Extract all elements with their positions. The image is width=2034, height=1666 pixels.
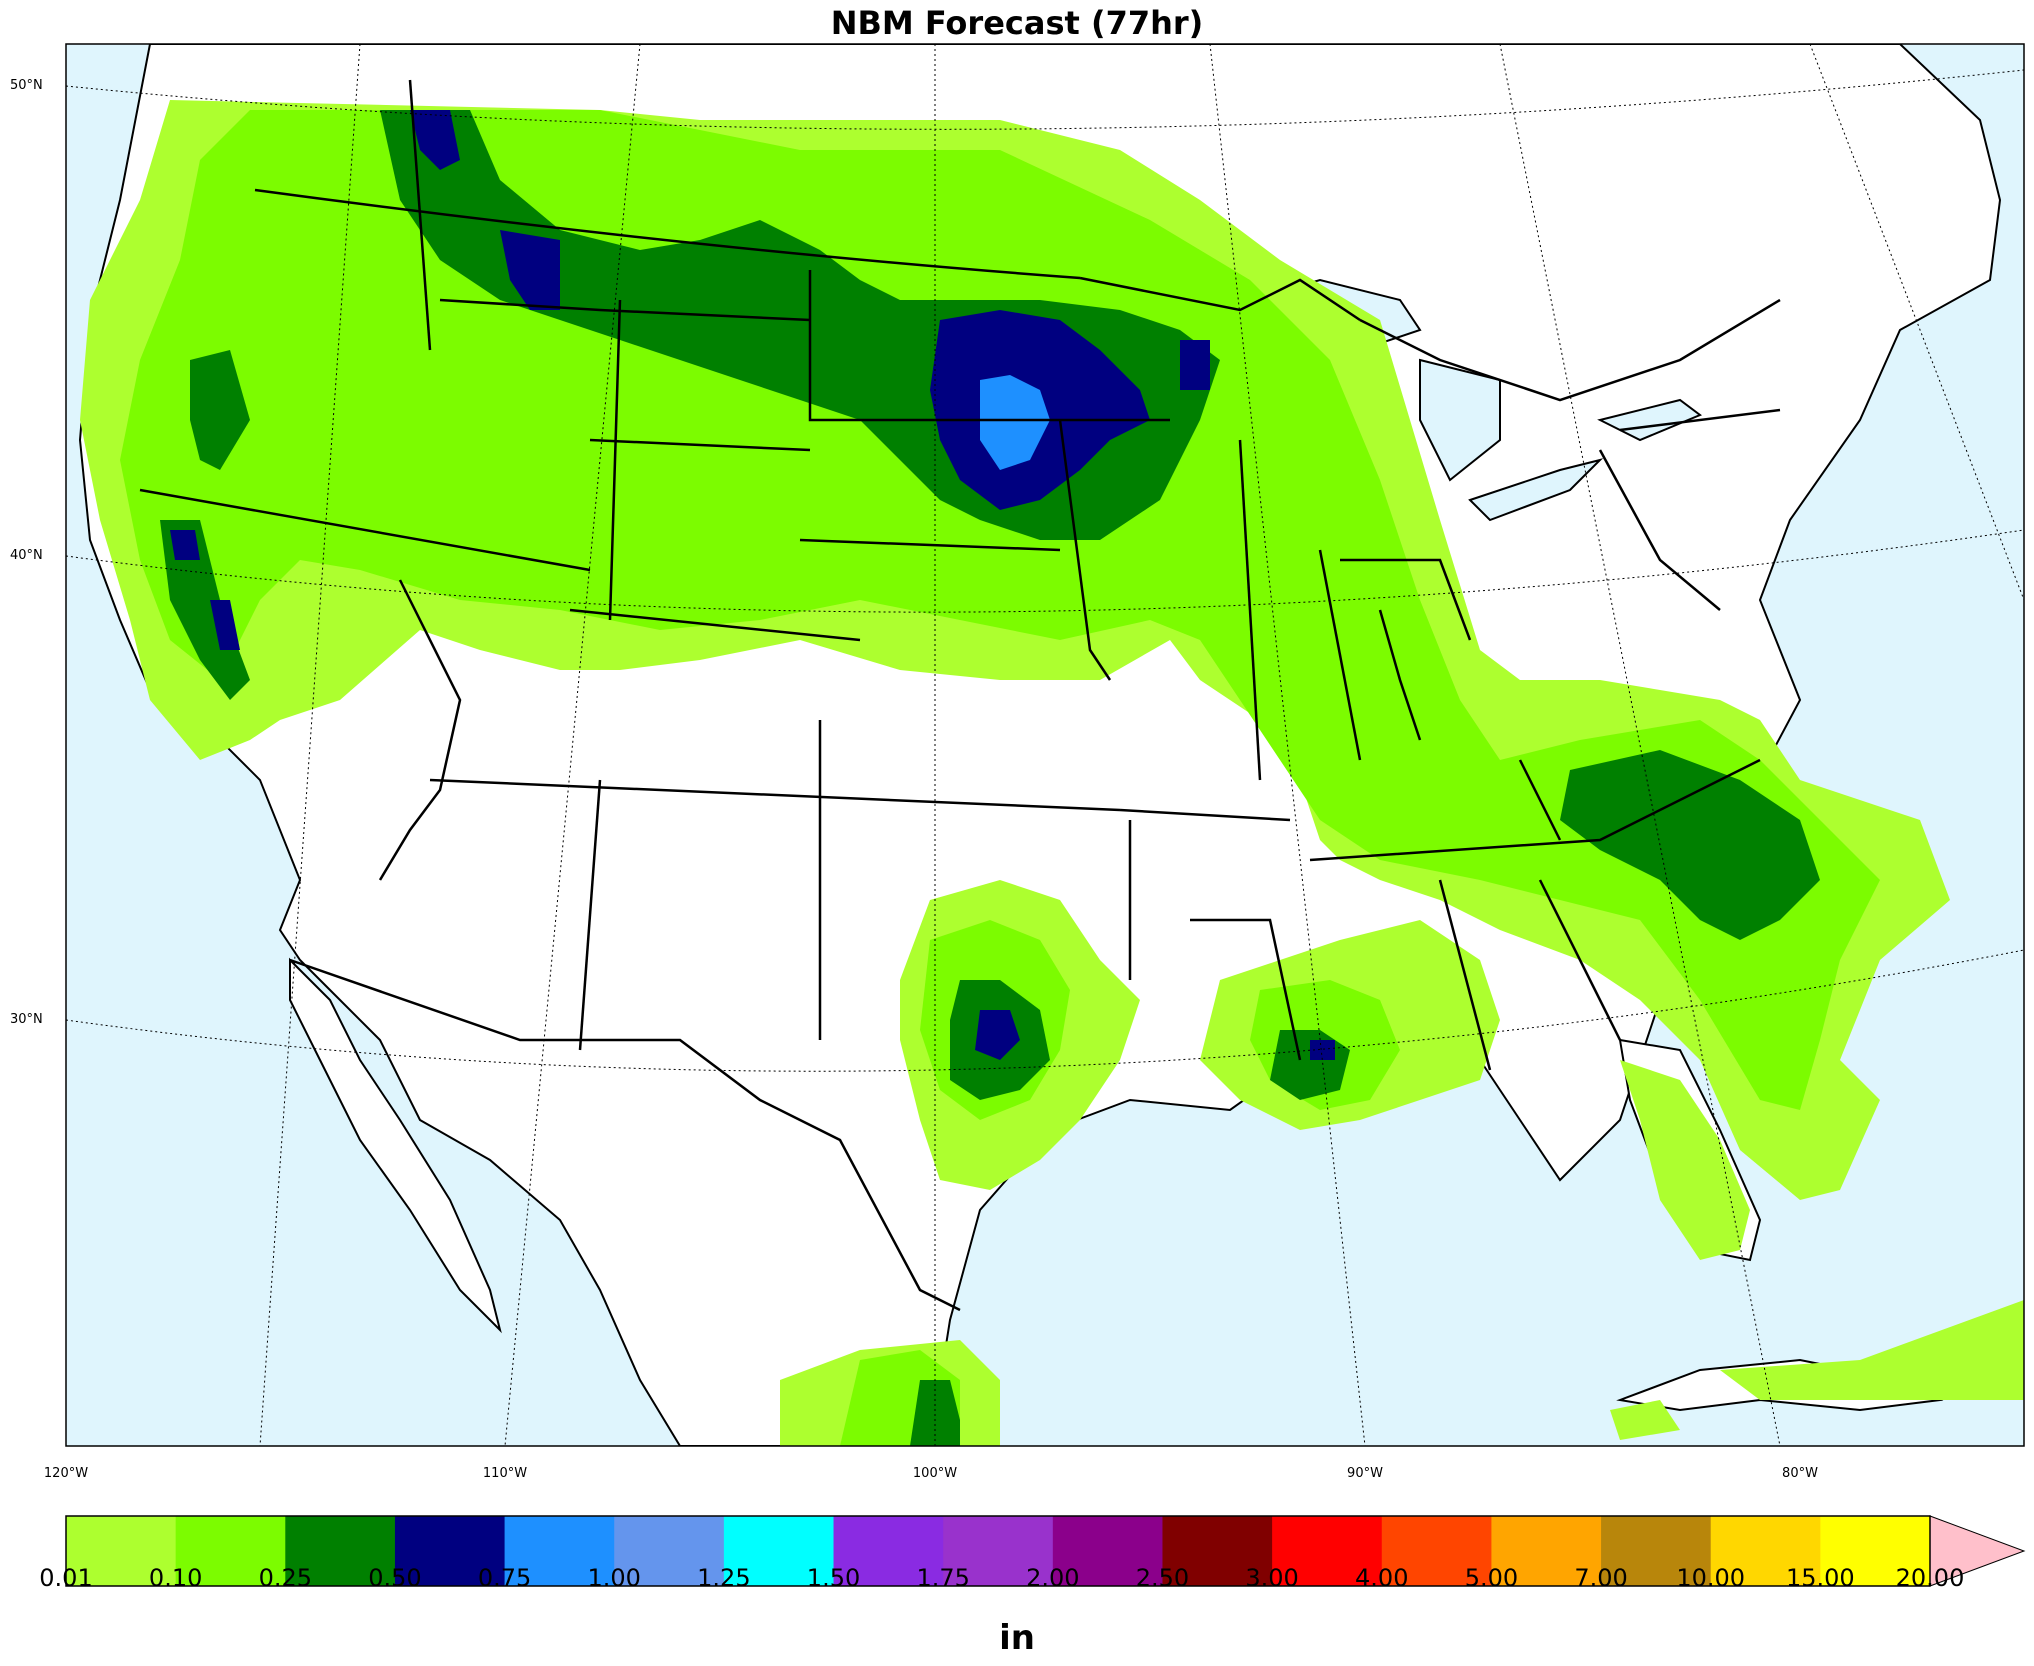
lon-label: 120°W [43,1466,89,1481]
colorbar-tick-label: 20.00 [1895,1564,1965,1592]
colorbar-tick-label: 1.00 [587,1564,641,1592]
colorbar-tick-label: 0.25 [258,1564,312,1592]
colorbar-bin [66,1516,177,1586]
colorbar-tick-label: 3.00 [1245,1564,1299,1592]
lat-label: 40°N [10,548,43,563]
colorbar-tick-label: 7.00 [1574,1564,1628,1592]
map-frame [65,43,2025,1447]
colorbar-bin [614,1516,725,1586]
colorbar-bin [504,1516,615,1586]
lat-label: 50°N [10,78,43,93]
colorbar-bin [1052,1516,1163,1586]
colorbar-bin [1162,1516,1273,1586]
colorbar-bin [394,1516,506,1586]
colorbar-tick-label: 1.25 [697,1564,751,1592]
colorbar-tick-label: 0.01 [39,1564,93,1592]
lake-erie [1468,458,1604,522]
colorbar-tick-label: 10.00 [1676,1564,1746,1592]
colorbar-bin [833,1516,944,1586]
colorbar-tick-label: 2.50 [1135,1564,1190,1592]
lon-label: 110°W [482,1466,528,1481]
colorbar-tick-label: 15.00 [1785,1564,1855,1592]
colorbar-bin [723,1516,835,1586]
colorbar-bin [943,1516,1054,1586]
lon-label: 90°W [1347,1466,1383,1481]
colorbar-tick-label: 2.00 [1026,1564,1080,1592]
lon-label: 80°W [1782,1466,1818,1481]
state-borders [139,79,1781,1312]
colorbar-tick-label: 0.75 [477,1564,532,1592]
land-baja [289,957,502,1334]
colorbar-bin [285,1516,396,1586]
colorbar-bin [1272,1516,1383,1586]
lon-label: 100°W [912,1466,958,1481]
colorbar-bin [1601,1516,1712,1586]
colorbar-bin [1820,1516,1931,1586]
graticule [66,44,2024,1446]
colorbar-bin [175,1516,286,1586]
colorbar-tick-label: 1.75 [916,1564,970,1592]
precip-shading [80,100,2024,1446]
colorbar-tick-label: 1.50 [806,1564,861,1592]
colorbar-bin [1381,1516,1492,1586]
colorbar-tick-label: 4.00 [1355,1564,1409,1592]
colorbar-bin [1491,1516,1602,1586]
colorbar-outline [65,1515,1931,1587]
colorbar-tick-label: 5.00 [1464,1564,1519,1592]
colorbar-tick-label: 0.50 [368,1564,422,1592]
map-title: NBM Forecast (77hr) [830,4,1204,42]
colorbar-unit: in [999,1618,1035,1658]
colorbar-tick-label: 0.10 [148,1564,203,1592]
lat-label: 30°N [10,1012,43,1027]
colorbar-bin [1710,1516,1821,1586]
